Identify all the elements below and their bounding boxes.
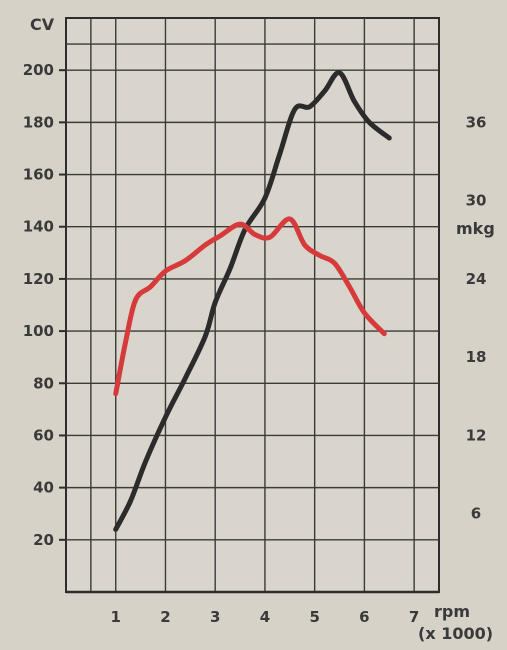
y-left-tick-label: 200 bbox=[23, 61, 54, 79]
y-left-tick-label: 160 bbox=[23, 166, 54, 184]
x-tick-label: 3 bbox=[210, 608, 220, 626]
plot-area bbox=[65, 17, 440, 593]
tick-labels: 1 2 3 4 5 6 7204060801001201401601802006121824… bbox=[23, 61, 487, 626]
y-left-tick-label: 180 bbox=[23, 113, 54, 131]
y-left-tick-label: 140 bbox=[23, 218, 54, 236]
y-left-tick-label: 40 bbox=[33, 479, 54, 497]
x-tick-label: 6 bbox=[359, 608, 369, 626]
y-left-tick-label: 20 bbox=[33, 531, 54, 549]
y-right-tick-label: 12 bbox=[466, 426, 487, 444]
y-right-tick-label: 18 bbox=[466, 348, 487, 366]
y-left-tick-label: 120 bbox=[23, 270, 54, 288]
x-axis-sublabel: (x 1000) bbox=[418, 624, 493, 643]
series-group bbox=[113, 70, 392, 532]
y-right-axis-label: mkg bbox=[456, 219, 495, 238]
x-tick-label: 4 bbox=[260, 608, 270, 626]
x-axis-label: rpm bbox=[434, 602, 470, 621]
y-left-tick-label: 80 bbox=[33, 374, 54, 392]
x-tick-label: 5 bbox=[309, 608, 319, 626]
y-left-axis-label: CV bbox=[30, 15, 55, 34]
y-left-tick-label: 100 bbox=[23, 322, 54, 340]
y-right-tick-label: 30 bbox=[466, 192, 487, 210]
y-right-tick-label: 6 bbox=[471, 505, 481, 523]
y-right-tick-label: 36 bbox=[466, 113, 487, 131]
torque-curve bbox=[113, 216, 387, 397]
y-left-tick-label: 60 bbox=[33, 426, 54, 444]
x-tick-label: 7 bbox=[409, 608, 419, 626]
power-curve bbox=[113, 70, 392, 532]
x-tick-label: 2 bbox=[160, 608, 170, 626]
x-tick-label: 1 bbox=[111, 608, 121, 626]
y-right-tick-label: 24 bbox=[466, 270, 487, 288]
